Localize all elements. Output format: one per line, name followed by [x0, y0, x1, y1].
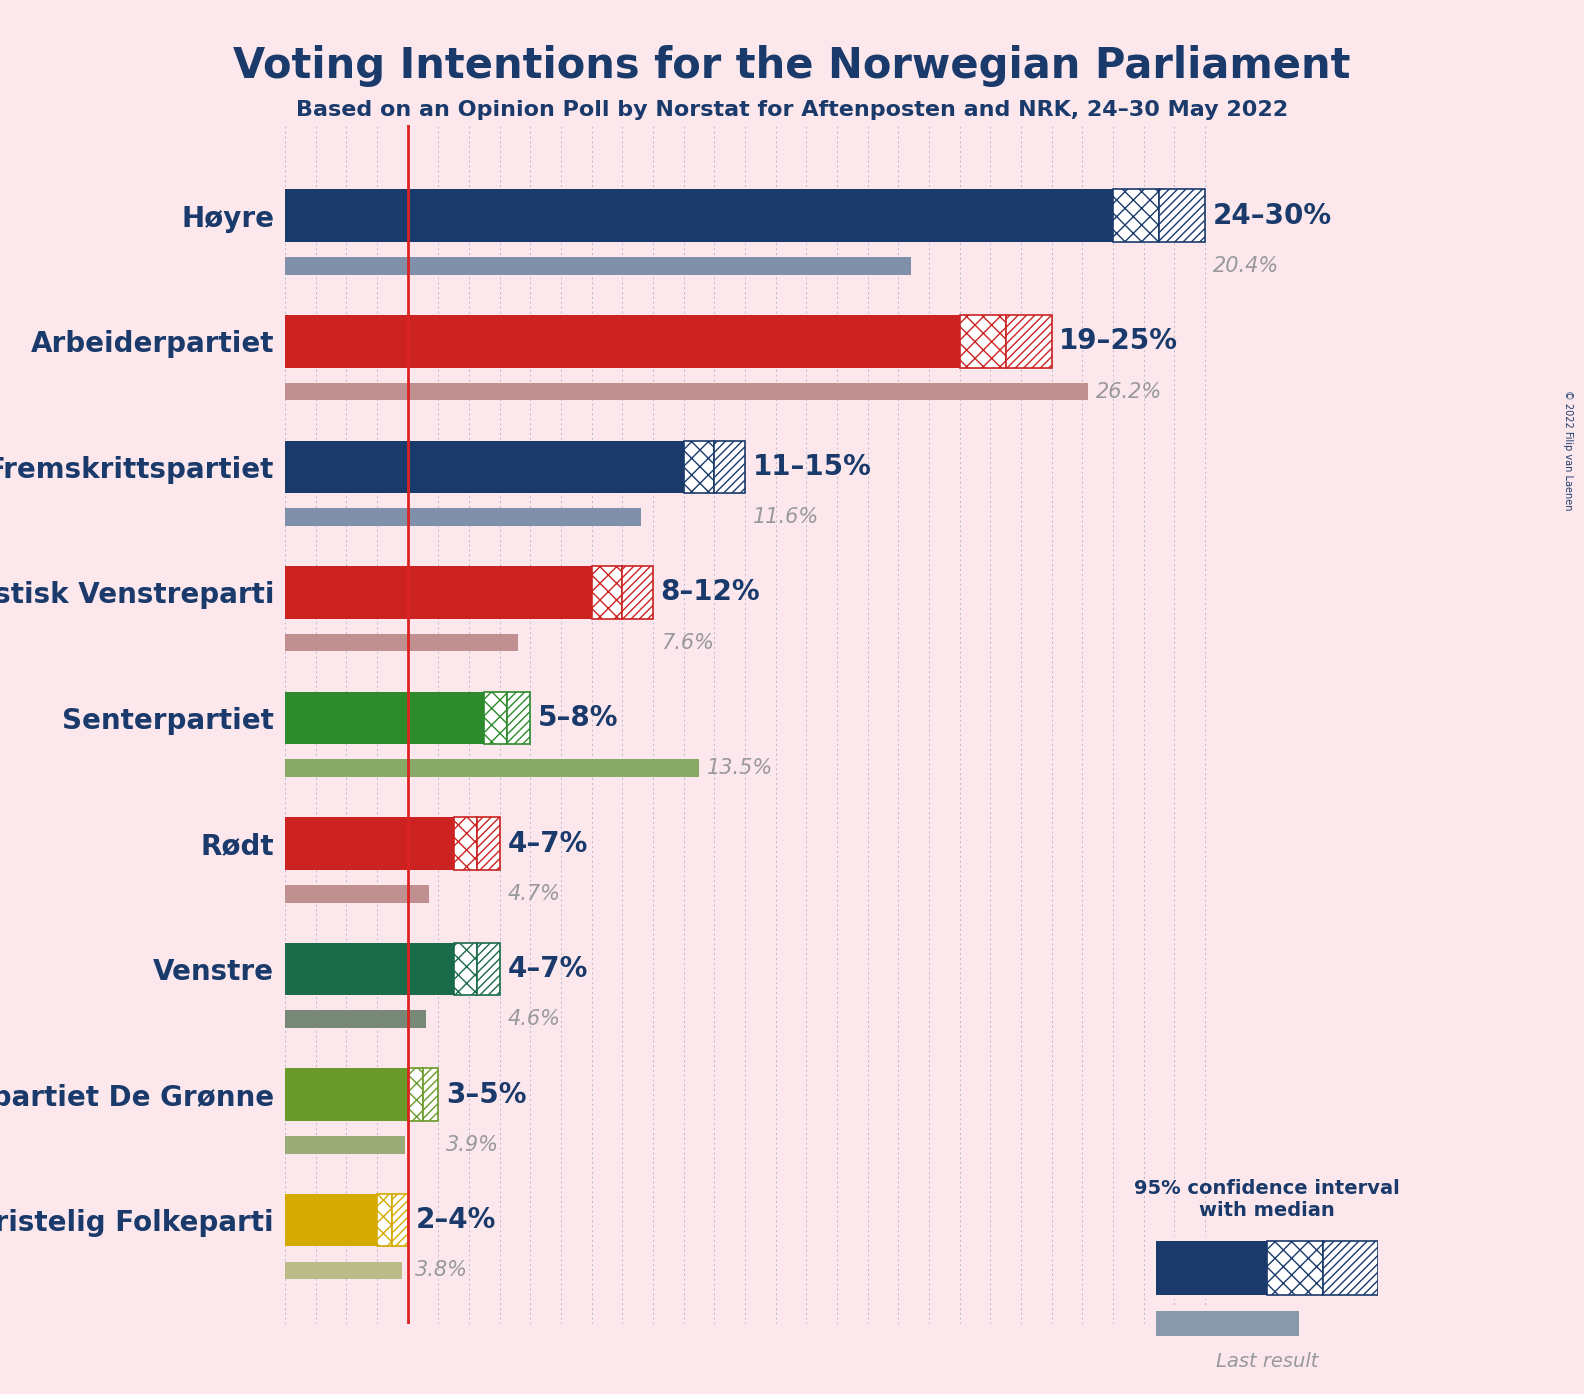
Text: 4–7%: 4–7%	[507, 955, 588, 983]
Bar	[1323, 1241, 1378, 1295]
Text: 11.6%: 11.6%	[752, 507, 819, 527]
Text: 5–8%: 5–8%	[539, 704, 618, 732]
Bar	[592, 566, 623, 619]
Bar	[285, 817, 453, 870]
Bar	[714, 441, 744, 493]
Bar	[1267, 1241, 1323, 1295]
Text: 95% confidence interval
with median: 95% confidence interval with median	[1134, 1179, 1400, 1220]
Text: 4–7%: 4–7%	[507, 829, 588, 857]
Bar	[453, 942, 477, 995]
Bar	[407, 1068, 423, 1121]
Text: 24–30%: 24–30%	[1212, 202, 1332, 230]
Text: 3.9%: 3.9%	[447, 1135, 499, 1154]
Bar	[507, 691, 531, 744]
Bar	[453, 817, 477, 870]
Text: 7.6%: 7.6%	[661, 633, 714, 652]
Bar	[423, 1068, 439, 1121]
Bar	[623, 566, 653, 619]
Bar	[285, 258, 911, 275]
Bar	[285, 760, 699, 776]
Text: Voting Intentions for the Norwegian Parliament: Voting Intentions for the Norwegian Parl…	[233, 45, 1351, 86]
Text: 3–5%: 3–5%	[447, 1080, 526, 1108]
Text: 20.4%: 20.4%	[1212, 256, 1278, 276]
Bar	[285, 634, 518, 651]
Bar	[285, 441, 684, 493]
Bar	[477, 942, 499, 995]
Bar	[377, 1193, 393, 1246]
Bar	[285, 566, 592, 619]
Text: © 2022 Filip van Laenen: © 2022 Filip van Laenen	[1563, 390, 1573, 510]
Text: 8–12%: 8–12%	[661, 579, 760, 606]
Bar	[1006, 315, 1052, 368]
Bar	[485, 691, 507, 744]
Text: 3.8%: 3.8%	[415, 1260, 469, 1280]
Bar	[1156, 1241, 1267, 1295]
Bar	[1114, 190, 1159, 243]
Text: 11–15%: 11–15%	[752, 453, 871, 481]
Text: 4.6%: 4.6%	[507, 1009, 561, 1029]
Text: Based on an Opinion Poll by Norstat for Aftenposten and NRK, 24–30 May 2022: Based on an Opinion Poll by Norstat for …	[296, 100, 1288, 120]
Bar	[285, 1068, 407, 1121]
Bar	[393, 1193, 407, 1246]
Bar	[285, 190, 1114, 243]
Text: 26.2%: 26.2%	[1096, 382, 1163, 401]
Bar	[285, 315, 960, 368]
Bar	[477, 817, 499, 870]
Text: 19–25%: 19–25%	[1060, 328, 1178, 355]
Bar	[960, 315, 1006, 368]
Text: 2–4%: 2–4%	[415, 1206, 496, 1234]
Bar	[285, 942, 453, 995]
Bar	[285, 885, 429, 902]
Bar	[285, 1262, 402, 1280]
Bar	[285, 383, 1088, 400]
Bar	[285, 509, 642, 526]
Bar	[285, 1011, 426, 1027]
Bar	[285, 691, 485, 744]
Bar	[1159, 190, 1205, 243]
Bar	[684, 441, 714, 493]
Bar	[285, 1193, 377, 1246]
Bar	[285, 1136, 404, 1154]
Text: Last result: Last result	[1217, 1352, 1318, 1372]
Text: 13.5%: 13.5%	[706, 758, 773, 778]
Bar	[1156, 1312, 1299, 1335]
Text: 4.7%: 4.7%	[507, 884, 561, 903]
